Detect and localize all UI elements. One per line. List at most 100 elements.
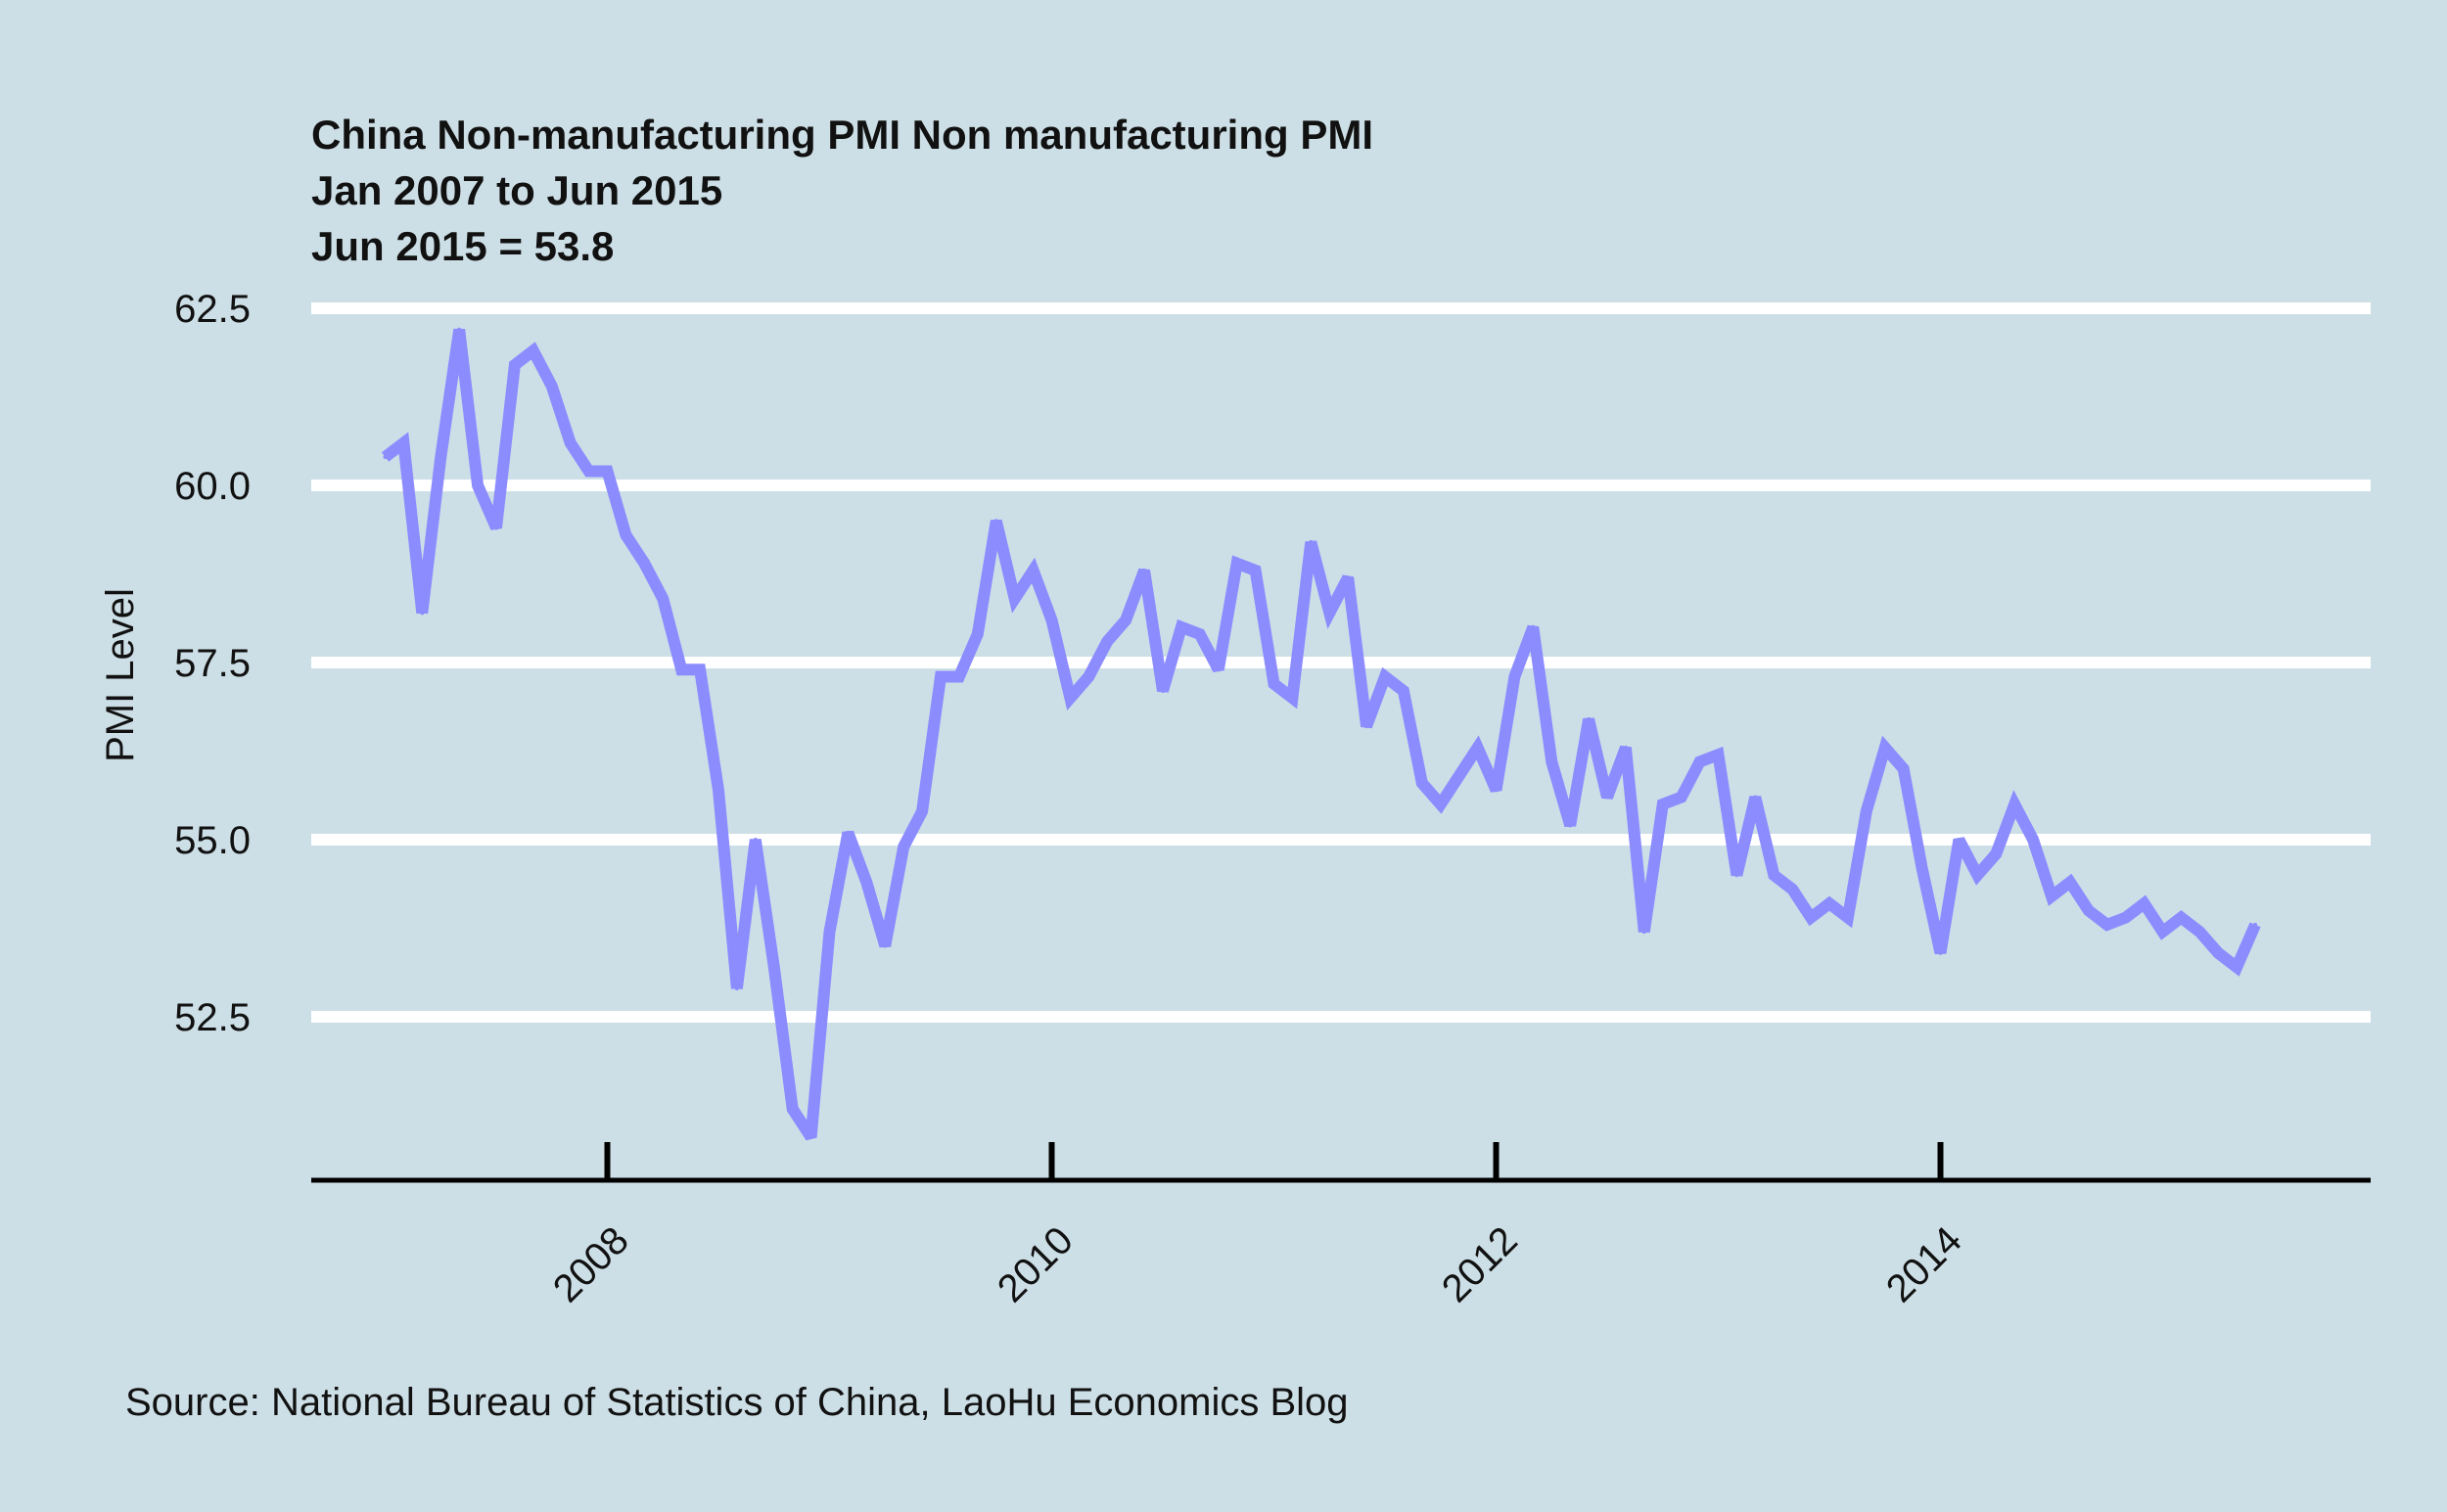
data-point [1679,795,1684,800]
data-point [2142,901,2147,906]
data-point [1549,759,1554,764]
data-point [1809,915,1814,920]
data-point [993,519,998,524]
data-point [1438,802,1443,806]
data-point [1901,766,1906,771]
chart-subtitle: Jan 2007 to Jun 2015 [311,167,722,213]
series-group [381,327,2261,1141]
data-point [1994,851,1999,856]
data-point [1216,667,1221,672]
data-point [1253,568,1258,573]
data-point [1197,632,1202,637]
data-point [1790,887,1795,892]
data-point [1697,759,1702,764]
data-point [846,830,851,835]
data-point [605,469,610,474]
data-point [494,526,498,530]
data-point [1587,716,1592,721]
data-point [1716,753,1721,757]
data-point [2067,880,2072,885]
data-point [1660,802,1665,806]
y-axis-title: PMI Level [99,588,142,762]
grid-lines [311,302,2371,1023]
data-point [1346,575,1351,580]
data-point [716,788,720,793]
data-point [1845,915,1850,920]
data-point [1753,795,1758,800]
y-tick-label: 55.0 [174,819,251,862]
data-point [2031,838,2036,842]
data-point [401,440,406,445]
data-point [2216,950,2221,955]
x-tick-label: 2012 [1434,1218,1526,1310]
data-point [1494,788,1499,793]
data-point [1049,618,1054,622]
data-point [1957,838,1962,842]
data-point [1419,781,1424,786]
data-point [586,469,591,474]
series-line [381,328,2261,1141]
data-point [1975,873,1980,878]
data-point [476,483,481,487]
data-point [2179,915,2184,920]
data-point [512,362,517,367]
data-point [568,440,573,445]
data-point [808,1135,813,1140]
data-point [864,880,869,885]
data-point [1938,950,1943,955]
data-point [1864,809,1869,814]
data-point [1734,873,1739,878]
data-point [1234,561,1239,566]
data-point [1068,696,1073,701]
y-tick-label: 60.0 [174,465,251,508]
data-point [1086,674,1091,679]
y-tick-label: 57.5 [174,642,251,685]
x-axis: 2008 2010 2012 2014 [311,1142,2371,1310]
data-point [549,384,554,389]
data-point [1531,624,1536,629]
x-tick-label: 2014 [1878,1218,1970,1310]
data-point [1623,745,1628,750]
data-point [883,943,888,948]
data-point [2104,922,2109,927]
data-point [1178,624,1183,629]
data-point [1012,596,1017,601]
data-point [1827,901,1831,906]
chart-annotation: Jun 2015 = 53.8 [311,223,614,269]
data-point [383,455,388,460]
data-point [901,845,906,849]
data-point [771,965,776,970]
data-point [457,327,462,332]
data-point [1142,568,1147,573]
data-point [1512,674,1517,679]
data-point [2253,922,2258,927]
data-point [1290,696,1295,701]
chart-title: China Non-manufacturing PMI Non manufact… [311,112,1373,158]
data-point [920,809,925,814]
data-point [1475,745,1480,750]
data-point [2235,965,2239,970]
data-point [1882,745,1887,750]
data-point [1309,539,1314,544]
data-point [698,667,703,672]
data-point [827,930,832,935]
data-point [734,986,739,991]
source-note: Source: National Bureau of Statistics of… [125,1381,1349,1424]
data-point [2197,930,2202,935]
data-point [1364,724,1369,729]
data-point [661,596,666,601]
data-point [439,455,443,460]
y-tick-labels: 52.5 55.0 57.5 60.0 62.5 [174,288,251,1039]
data-point [1124,618,1129,622]
data-point [1031,568,1036,573]
data-point [1401,688,1406,693]
data-point [1383,674,1387,679]
data-point [975,632,980,637]
data-point [1456,773,1461,778]
data-point [2086,908,2091,913]
data-point [1919,865,1924,870]
data-point [1105,639,1110,644]
data-point [2160,930,2165,935]
data-point [790,1107,795,1112]
